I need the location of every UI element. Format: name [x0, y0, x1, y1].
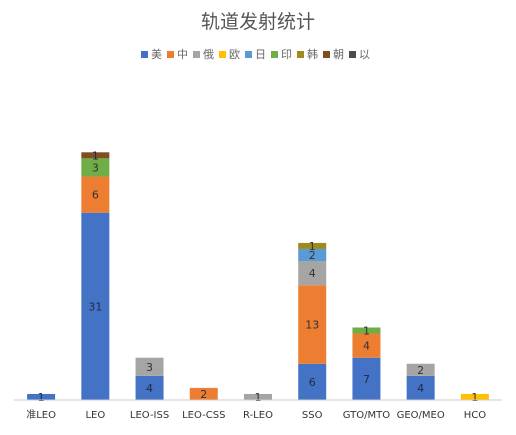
legend-item: 以: [349, 48, 370, 61]
bar-segment: [406, 363, 435, 376]
x-tick-labels: 准LEO LEO LEO-ISS LEO-CSS R-LEO SSO GTO/MTO GEO/…: [26, 409, 486, 421]
x-tick-label: LEO-ISS: [130, 410, 169, 421]
data-label: 1: [38, 391, 45, 404]
bar-segment: [298, 248, 327, 262]
bar-segment: [27, 393, 56, 400]
legend-label: 欧: [229, 48, 240, 61]
data-label: 3: [92, 161, 99, 174]
bar-segment: [298, 261, 327, 286]
data-label: 6: [309, 376, 316, 389]
data-label: 2: [417, 364, 424, 377]
bar-segment: [352, 357, 381, 400]
data-label: 31: [88, 300, 102, 313]
x-tick-label: LEO: [85, 410, 105, 421]
data-label: 4: [309, 267, 316, 280]
x-tick-label: R-LEO: [243, 410, 273, 421]
legend-label: 俄: [203, 48, 214, 61]
legend-label: 印: [281, 48, 292, 61]
legend-item: 朝: [323, 48, 344, 61]
legend-label: 朝: [333, 48, 344, 61]
bar-segment: [460, 393, 489, 400]
data-label: 1: [471, 391, 478, 404]
bars: [27, 152, 489, 400]
data-label: 7: [363, 373, 370, 386]
x-tick-label: GTO/MTO: [343, 410, 390, 421]
legend-item: 俄: [193, 48, 214, 61]
legend-swatch: [297, 51, 304, 58]
data-label: 6: [92, 189, 99, 202]
data-label: 13: [305, 318, 319, 331]
legend-item: 韩: [297, 47, 318, 61]
data-label: 1: [92, 149, 99, 162]
bar-segment: [244, 393, 272, 400]
bar-segment: [352, 333, 381, 358]
data-label: 2: [309, 249, 316, 262]
data-label: 1: [309, 240, 316, 253]
bar-segment: [352, 327, 381, 334]
bar-segment: [81, 176, 110, 213]
legend-swatch: [349, 51, 356, 58]
bar-segment: [81, 158, 110, 177]
data-label: 4: [417, 382, 424, 395]
legend-item: 印: [271, 48, 292, 61]
legend-label: 美: [151, 48, 162, 61]
legend-label: 以: [359, 48, 370, 61]
legend-item: 欧: [219, 48, 240, 61]
chart-title: 轨道发射统计: [201, 11, 315, 33]
bar-segment: [81, 212, 110, 400]
legend-item: 日: [245, 48, 266, 61]
legend-swatch: [167, 51, 174, 58]
bar-segment: [406, 375, 435, 400]
x-tick-label: GEO/MEO: [397, 410, 445, 421]
bar-segment: [135, 375, 164, 400]
bar-segment: [298, 242, 327, 249]
legend-item: 美: [141, 48, 162, 61]
data-label: 1: [255, 391, 262, 404]
legend-swatch: [219, 51, 226, 58]
legend: 美中俄欧日印韩朝以: [141, 47, 370, 61]
data-label: 2: [200, 388, 207, 401]
legend-item: 中: [167, 48, 188, 61]
data-label: 4: [146, 382, 153, 395]
bar-segment: [135, 357, 164, 376]
bar-segment: [189, 387, 218, 400]
legend-label: 中: [177, 48, 188, 61]
legend-label: 日: [255, 48, 266, 61]
legend-swatch: [271, 51, 278, 58]
bar-segment: [298, 363, 327, 400]
bar-segment: [81, 152, 110, 159]
bar-segment: [298, 285, 327, 364]
legend-label: 韩: [307, 47, 318, 61]
data-label: 4: [363, 340, 370, 353]
legend-swatch: [245, 51, 252, 58]
x-tick-label: HCO: [464, 410, 487, 421]
x-tick-label: SSO: [302, 410, 323, 421]
legend-swatch: [141, 51, 148, 58]
data-label: 1: [363, 325, 370, 338]
legend-swatch: [193, 51, 200, 58]
data-label: 3: [146, 361, 153, 374]
x-tick-label: 准LEO: [26, 409, 56, 421]
x-tick-label: LEO-CSS: [182, 410, 225, 421]
legend-swatch: [323, 51, 330, 58]
